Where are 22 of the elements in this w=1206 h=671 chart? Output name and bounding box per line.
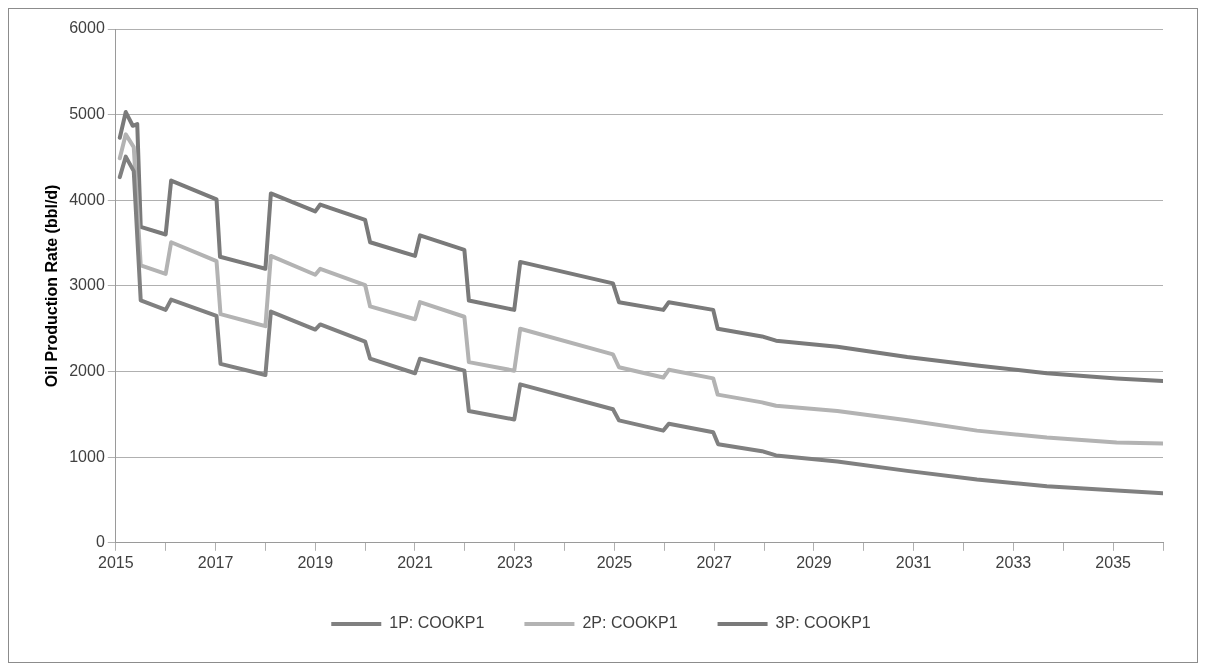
x-tick-label: 2031 — [895, 553, 932, 571]
legend-label: 3P: COOKP1 — [775, 614, 871, 632]
legend-label: 1P: COOKP1 — [389, 614, 485, 632]
y-axis-title: Oil Production Rate (bbl/d) — [43, 184, 61, 388]
x-tick-label: 2029 — [796, 553, 832, 571]
y-tick-label: 1000 — [69, 447, 105, 465]
x-tick-label: 2021 — [397, 553, 433, 571]
x-tick-label: 2027 — [696, 553, 733, 571]
x-tick-label: 2035 — [1095, 553, 1132, 571]
y-tick-label: 2000 — [69, 361, 105, 379]
x-tick-label: 2033 — [995, 553, 1032, 571]
y-tick-label: 4000 — [69, 190, 105, 208]
x-tick-label: 2019 — [297, 553, 334, 571]
y-tick-label: 3000 — [69, 276, 105, 294]
x-tick-label: 2017 — [197, 553, 234, 571]
x-tick-label: 2023 — [496, 553, 533, 571]
y-tick-label: 5000 — [69, 105, 105, 123]
legend-label: 2P: COOKP1 — [582, 614, 678, 632]
y-tick-label: 6000 — [69, 19, 105, 37]
y-tick-label: 0 — [95, 533, 105, 551]
x-tick-label: 2015 — [98, 553, 134, 571]
x-tick-label: 2025 — [596, 553, 633, 571]
